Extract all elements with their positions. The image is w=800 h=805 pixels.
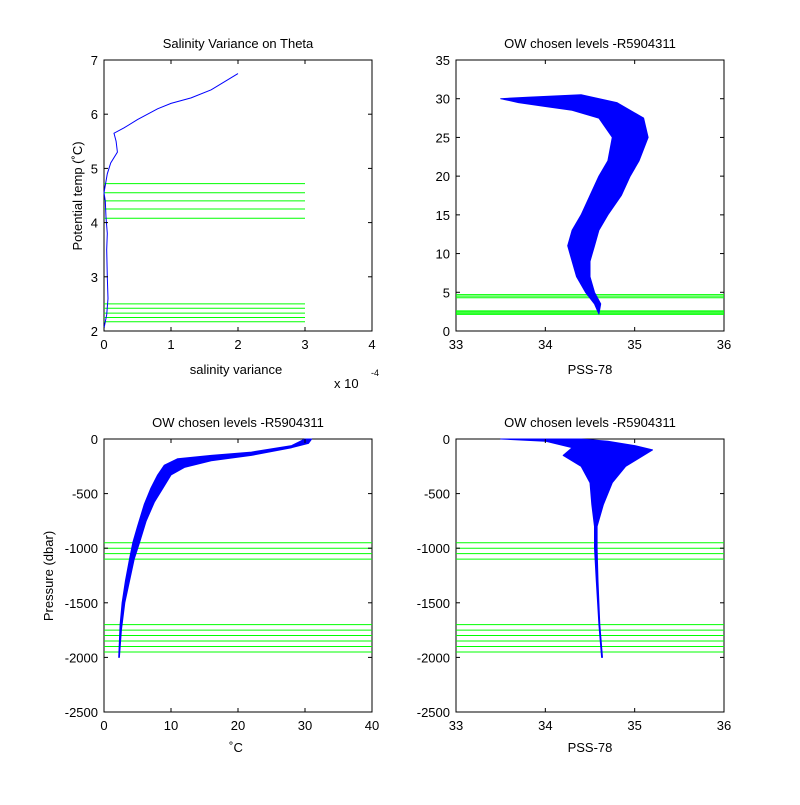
profile-bundle [500,438,653,658]
panel-4-ticks: 33 34 35 36 -2500 -2000 -1500 -1000 -500 0 [417,432,731,733]
y-tick-label: -1500 [65,596,98,611]
panel-1-axes-box [103,59,373,332]
y-tick-label: 3 [91,270,98,285]
panel-4-xlabel: PSS-78 [568,740,613,755]
panel-2-title: OW chosen levels -R5904311 [504,36,676,51]
panel-1-x-exponent-power: -4 [371,368,379,378]
x-tick-label: 1 [167,337,174,352]
y-tick-label: 5 [91,161,98,176]
panel-3-data [104,438,372,658]
panel-salinity-variance: Salinity Variance on Theta 0 1 2 3 4 2 3 4 5 6 7 s… [70,36,379,391]
y-tick-label: 15 [436,208,450,223]
y-tick-label: 0 [443,432,450,447]
x-tick-label: 0 [100,718,107,733]
y-tick-label: -2000 [417,650,450,665]
panel-1-ticks: 0 1 2 3 4 2 3 4 5 6 7 [91,53,376,352]
y-tick-label: 7 [91,53,98,68]
y-tick-label: -2000 [65,650,98,665]
panel-3-title: OW chosen levels -R5904311 [152,415,324,430]
y-tick-label: 5 [443,285,450,300]
x-tick-label: 2 [234,337,241,352]
panel-salinity-pressure: OW chosen levels -R5904311 33 34 35 36 -2500… [417,415,731,755]
y-tick-label: 10 [436,247,450,262]
y-tick-label: 6 [91,107,98,122]
y-tick-label: 30 [436,92,450,107]
x-tick-label: 4 [368,337,375,352]
y-tick-label: -500 [424,487,450,502]
y-tick-label: 2 [91,324,98,339]
y-tick-label: -1500 [417,596,450,611]
y-tick-label: 4 [91,216,98,231]
panel-2-data [456,94,724,315]
x-tick-label: 10 [164,718,178,733]
panel-3-axes-box [103,438,373,713]
panel-3-ylabel: Pressure (dbar) [41,531,56,621]
panel-4-title: OW chosen levels -R5904311 [504,415,676,430]
x-tick-label: 33 [449,337,463,352]
y-tick-label: 0 [443,324,450,339]
y-tick-label: 25 [436,130,450,145]
panel-1-title: Salinity Variance on Theta [163,36,314,51]
profile-bundle [500,94,649,315]
x-tick-label: 34 [538,718,552,733]
panel-2-ticks: 33 34 35 36 0 5 10 15 20 25 30 35 [436,53,732,352]
panel-1-x-exponent-base: x 10 [334,376,359,391]
x-tick-label: 3 [301,337,308,352]
x-tick-label: 0 [100,337,107,352]
panel-ts-diagram: OW chosen levels -R5904311 33 34 35 36 0 5 10 1… [436,36,732,377]
panel-1-xlabel: salinity variance [190,362,283,377]
y-tick-label: 35 [436,53,450,68]
panel-4-data [456,438,724,658]
variance-profile-line [103,73,239,329]
panel-temperature-pressure: OW chosen levels -R5904311 0 10 20 30 40 -250… [41,415,379,755]
panel-3-ticks: 0 10 20 30 40 -2500 -2000 -1500 -1000 -500 0 [65,432,379,733]
x-tick-label: 36 [717,337,731,352]
y-tick-label: 20 [436,169,450,184]
y-tick-label: -500 [72,487,98,502]
panel-3-xlabel: ˚C [229,740,243,755]
x-tick-label: 40 [365,718,379,733]
y-tick-label: -1000 [65,541,98,556]
panel-1-ylabel: Potential temp (˚C) [70,141,85,250]
y-tick-label: 0 [91,432,98,447]
x-tick-label: 30 [298,718,312,733]
x-tick-label: 20 [231,718,245,733]
x-tick-label: 36 [717,718,731,733]
x-tick-label: 35 [627,337,641,352]
x-tick-label: 34 [538,337,552,352]
x-tick-label: 35 [627,718,641,733]
profile-bundle [118,438,313,658]
y-tick-label: -2500 [417,705,450,720]
y-tick-label: -2500 [65,705,98,720]
x-tick-label: 33 [449,718,463,733]
y-tick-label: -1000 [417,541,450,556]
panel-1-data [103,73,305,329]
panel-2-xlabel: PSS-78 [568,362,613,377]
